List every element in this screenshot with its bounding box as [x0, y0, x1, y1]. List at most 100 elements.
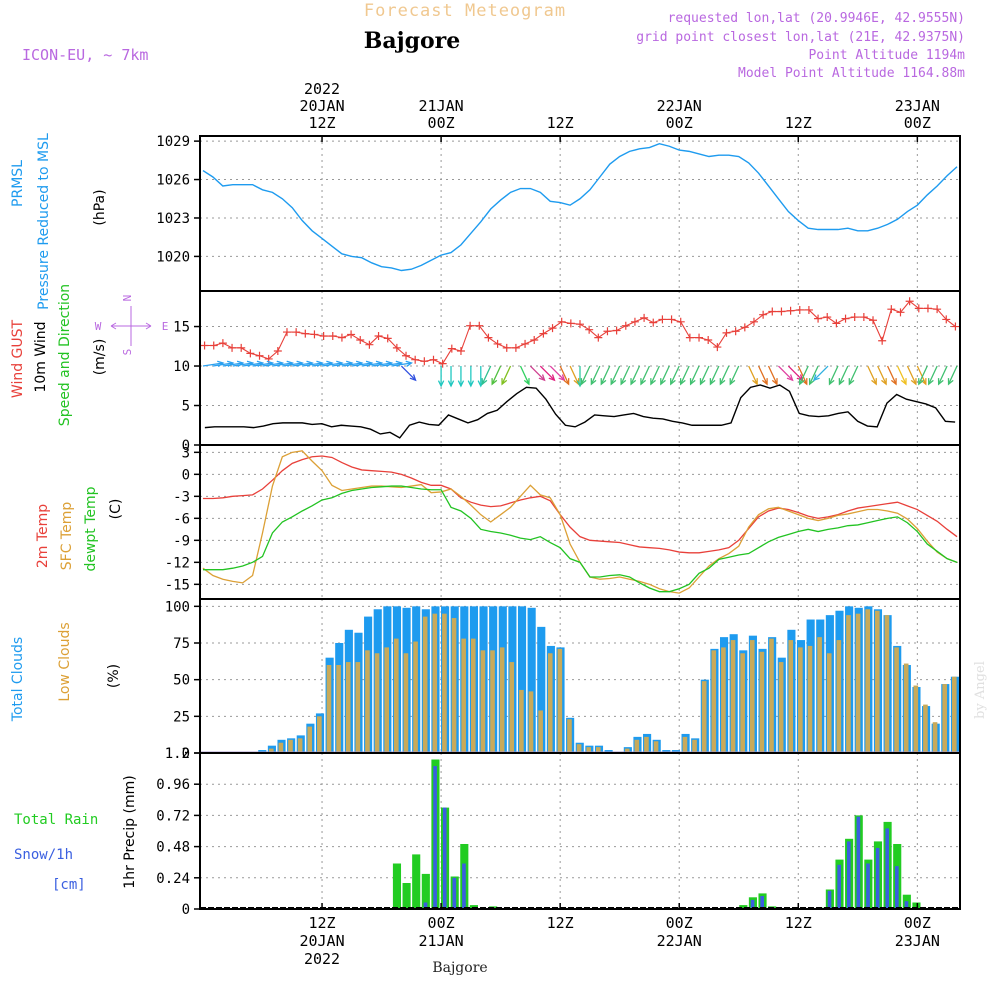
- wind-arrow-head: [890, 378, 897, 386]
- sfc-temp-line: [202, 450, 958, 594]
- x-tick-label-top: 21JAN: [419, 97, 464, 115]
- wind-arrow-head: [679, 378, 686, 386]
- label-snow: Snow/1h: [14, 847, 73, 863]
- wind-arrow: [928, 365, 938, 385]
- wind-arrow-head: [871, 378, 877, 386]
- y-tick-label: -15: [165, 577, 190, 593]
- low-clouds-bar: [519, 689, 524, 753]
- gust-marker: [319, 332, 328, 341]
- label-snow-unit: [cm]: [52, 877, 86, 893]
- wind-arrow-head: [918, 378, 924, 386]
- wind-arrow-head: [761, 378, 768, 386]
- low-clouds-bar: [374, 653, 380, 753]
- gust-marker: [273, 347, 282, 356]
- wind-arrow-head: [812, 374, 820, 382]
- gust-marker: [795, 305, 804, 314]
- low-clouds-bar: [942, 684, 947, 753]
- gust-marker: [594, 333, 603, 342]
- gust-marker: [365, 340, 374, 349]
- panel-frame: [199, 444, 961, 600]
- wind-arrow: [302, 362, 323, 367]
- low-clouds-bar: [432, 613, 438, 753]
- wind-arrow: [640, 365, 651, 385]
- wind-arrow: [729, 365, 740, 385]
- y-tick-label: 0.96: [156, 777, 190, 793]
- low-clouds-bar: [798, 647, 803, 753]
- gust-marker: [282, 328, 291, 337]
- wind-arrow-head: [630, 378, 637, 386]
- x-tick-label-bottom: 12Z: [785, 914, 812, 932]
- low-clouds-bar: [288, 739, 293, 753]
- labels-pressure: PRMSL Pressure Reduced to MSL (hPa): [10, 133, 108, 310]
- gust-marker: [621, 321, 630, 330]
- wind-arrow: [758, 365, 768, 385]
- gust-marker: [374, 332, 383, 341]
- wind-arrow: [670, 365, 680, 385]
- wind-arrow: [916, 365, 927, 385]
- svg-text:S: S: [121, 349, 134, 356]
- y-tick-label: 25: [173, 709, 190, 725]
- gust-marker: [566, 319, 575, 328]
- wind-arrow-head: [881, 378, 887, 386]
- gust-marker: [200, 341, 209, 350]
- gust-marker: [548, 324, 557, 333]
- wind-arrow-head: [650, 378, 656, 386]
- wind-arrow: [262, 362, 283, 367]
- snow-bar: [837, 864, 841, 909]
- x-tick-label-bottom: 22JAN: [657, 932, 702, 950]
- y-tick-label: 0: [182, 438, 190, 454]
- gust-marker: [557, 317, 566, 326]
- snow-bar: [433, 766, 437, 909]
- gust-marker: [383, 334, 392, 343]
- wind-arrow-head: [799, 378, 805, 386]
- wind-arrow: [748, 365, 758, 385]
- y-tick-label: 0.24: [156, 871, 190, 887]
- wind-arrow: [529, 365, 545, 381]
- y-tick-label: 1023: [156, 211, 190, 227]
- gust-marker: [438, 359, 447, 368]
- gust-marker: [731, 327, 740, 336]
- y-tick-label: 10: [173, 359, 190, 375]
- info-point-altitude: Point Altitude 1194m: [808, 48, 965, 63]
- wind-arrow-head: [409, 374, 417, 382]
- wind-arrow: [371, 362, 392, 367]
- low-clouds-bar: [336, 665, 341, 753]
- panel-precip: 0 0.24 0.48 0.72 0.96 1.2: [156, 746, 961, 918]
- wind-arrow: [331, 362, 353, 367]
- low-clouds-bar: [557, 648, 563, 753]
- gust-marker: [301, 329, 310, 338]
- gust-marker: [411, 355, 420, 364]
- y-tick-label: 0.48: [156, 840, 190, 856]
- low-clouds-bar: [413, 641, 418, 753]
- gust-marker: [456, 347, 465, 356]
- low-clouds-bar: [586, 747, 592, 753]
- low-clouds-bar: [875, 610, 880, 753]
- wind-arrow: [699, 365, 710, 385]
- low-clouds-bar: [307, 726, 313, 753]
- wind-arrow-head: [808, 378, 815, 386]
- low-clouds-bar: [403, 653, 409, 753]
- panel-frame: [199, 752, 961, 910]
- gust-marker: [804, 305, 813, 314]
- low-clouds-bar: [499, 647, 505, 753]
- wind-arrow-head: [620, 378, 627, 386]
- gust-marker: [896, 308, 905, 317]
- gust-marker: [585, 325, 594, 334]
- wind-arrow: [867, 365, 877, 385]
- wind-arrow-head: [523, 378, 530, 386]
- gust-marker: [740, 323, 749, 332]
- y-tick-label: 0: [182, 902, 190, 918]
- low-clouds-bar: [538, 710, 543, 753]
- low-clouds-bar: [268, 748, 274, 753]
- low-clouds-bar: [721, 647, 726, 753]
- gust-marker: [704, 335, 713, 344]
- y-tick-label: 0: [182, 746, 190, 762]
- gust-marker: [218, 339, 227, 348]
- low-clouds-bar: [596, 747, 601, 753]
- gust-marker: [356, 335, 365, 344]
- wind-arrow: [896, 365, 907, 385]
- panel-pressure: 1020 1023 1026 1029: [156, 134, 961, 292]
- wind-arrow-head: [947, 378, 954, 386]
- wind-arrow: [312, 362, 333, 367]
